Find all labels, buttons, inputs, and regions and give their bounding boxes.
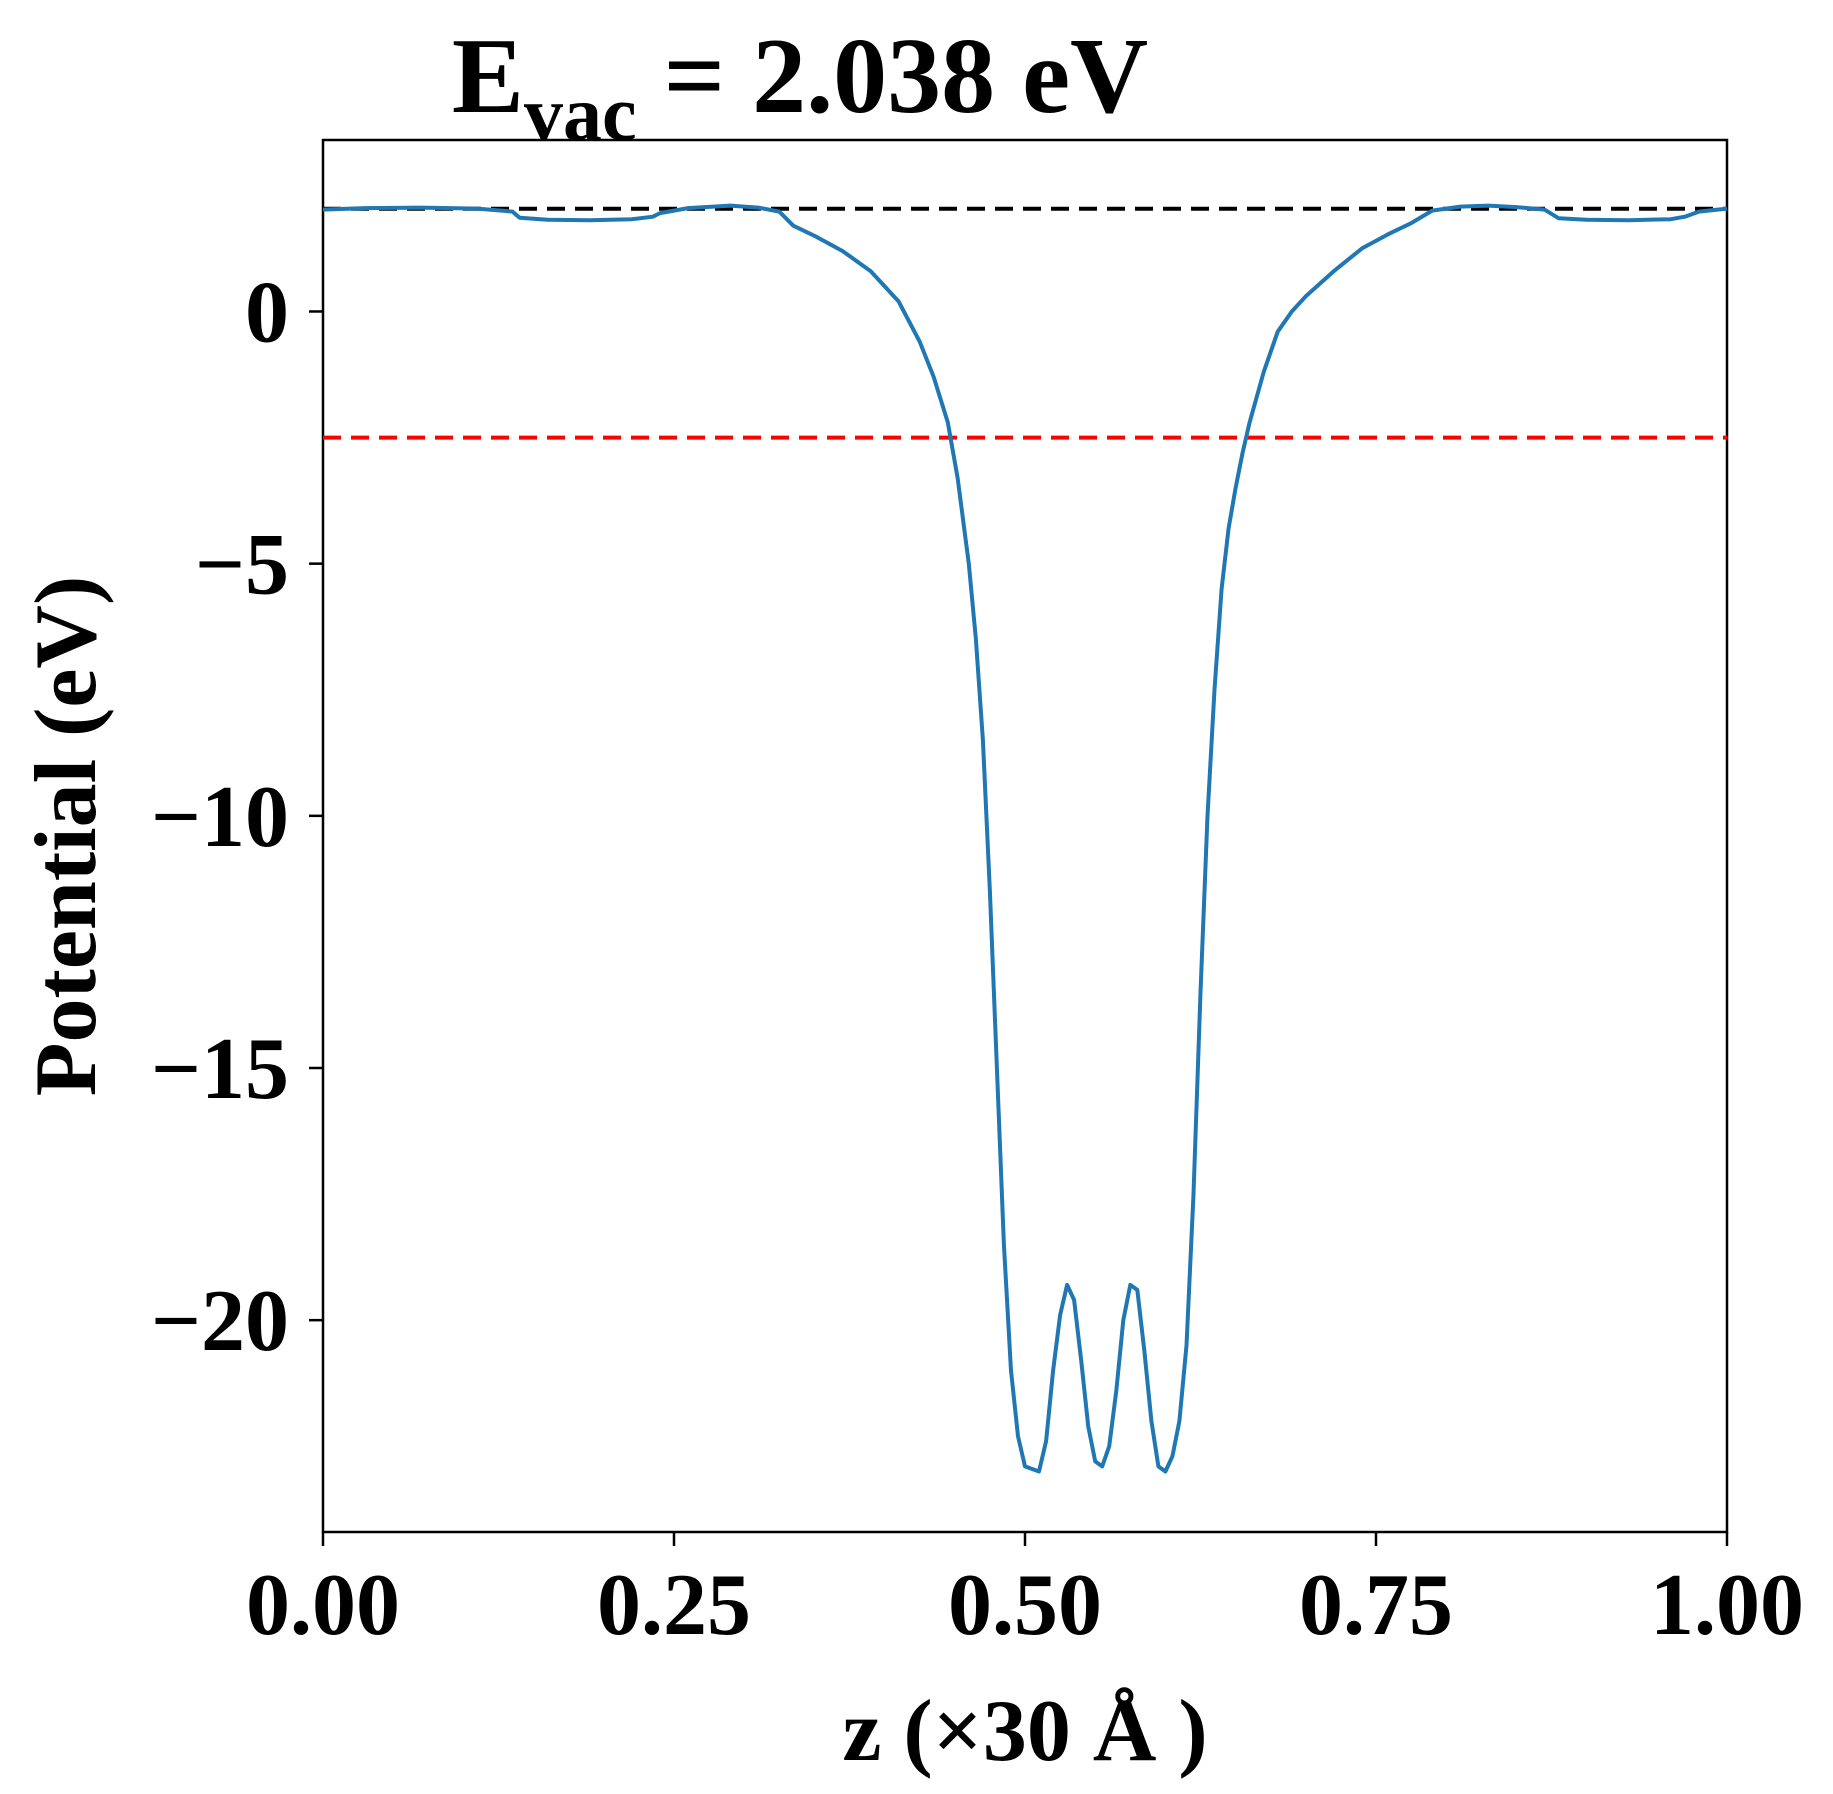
y-tick-label-3: −15 (151, 1021, 289, 1118)
y-axis: 0 −5 −10 −15 −20 (151, 264, 323, 1370)
title-subscript: vac (524, 70, 637, 157)
title-suffix: = 2.038 eV (637, 17, 1148, 136)
x-axis-label: z (×30 Å ) (842, 1683, 1207, 1780)
plot-frame (321, 138, 1729, 1534)
x-tick-label-3: 0.75 (1299, 1557, 1453, 1654)
x-axis: 0.00 0.25 0.50 0.75 1.00 (246, 1532, 1804, 1654)
y-tick-label-1: −5 (195, 517, 289, 614)
x-tick-label-1: 0.25 (597, 1557, 751, 1654)
y-axis-label: Potential (eV) (18, 576, 115, 1096)
series-layer (322, 203, 1728, 1474)
chart-title: Evac = 2.038 eV (452, 17, 1148, 157)
x-tick-label-4: 1.00 (1650, 1557, 1804, 1654)
y-tick-label-0: 0 (245, 264, 289, 361)
title-prefix: E (452, 17, 524, 136)
series-line-0 (322, 203, 1728, 1474)
x-tick-label-0: 0.00 (246, 1557, 400, 1654)
reference-lines (323, 206, 1727, 440)
x-tick-label-2: 0.50 (948, 1557, 1102, 1654)
y-tick-label-4: −20 (151, 1273, 289, 1370)
y-tick-label-2: −10 (151, 769, 289, 866)
